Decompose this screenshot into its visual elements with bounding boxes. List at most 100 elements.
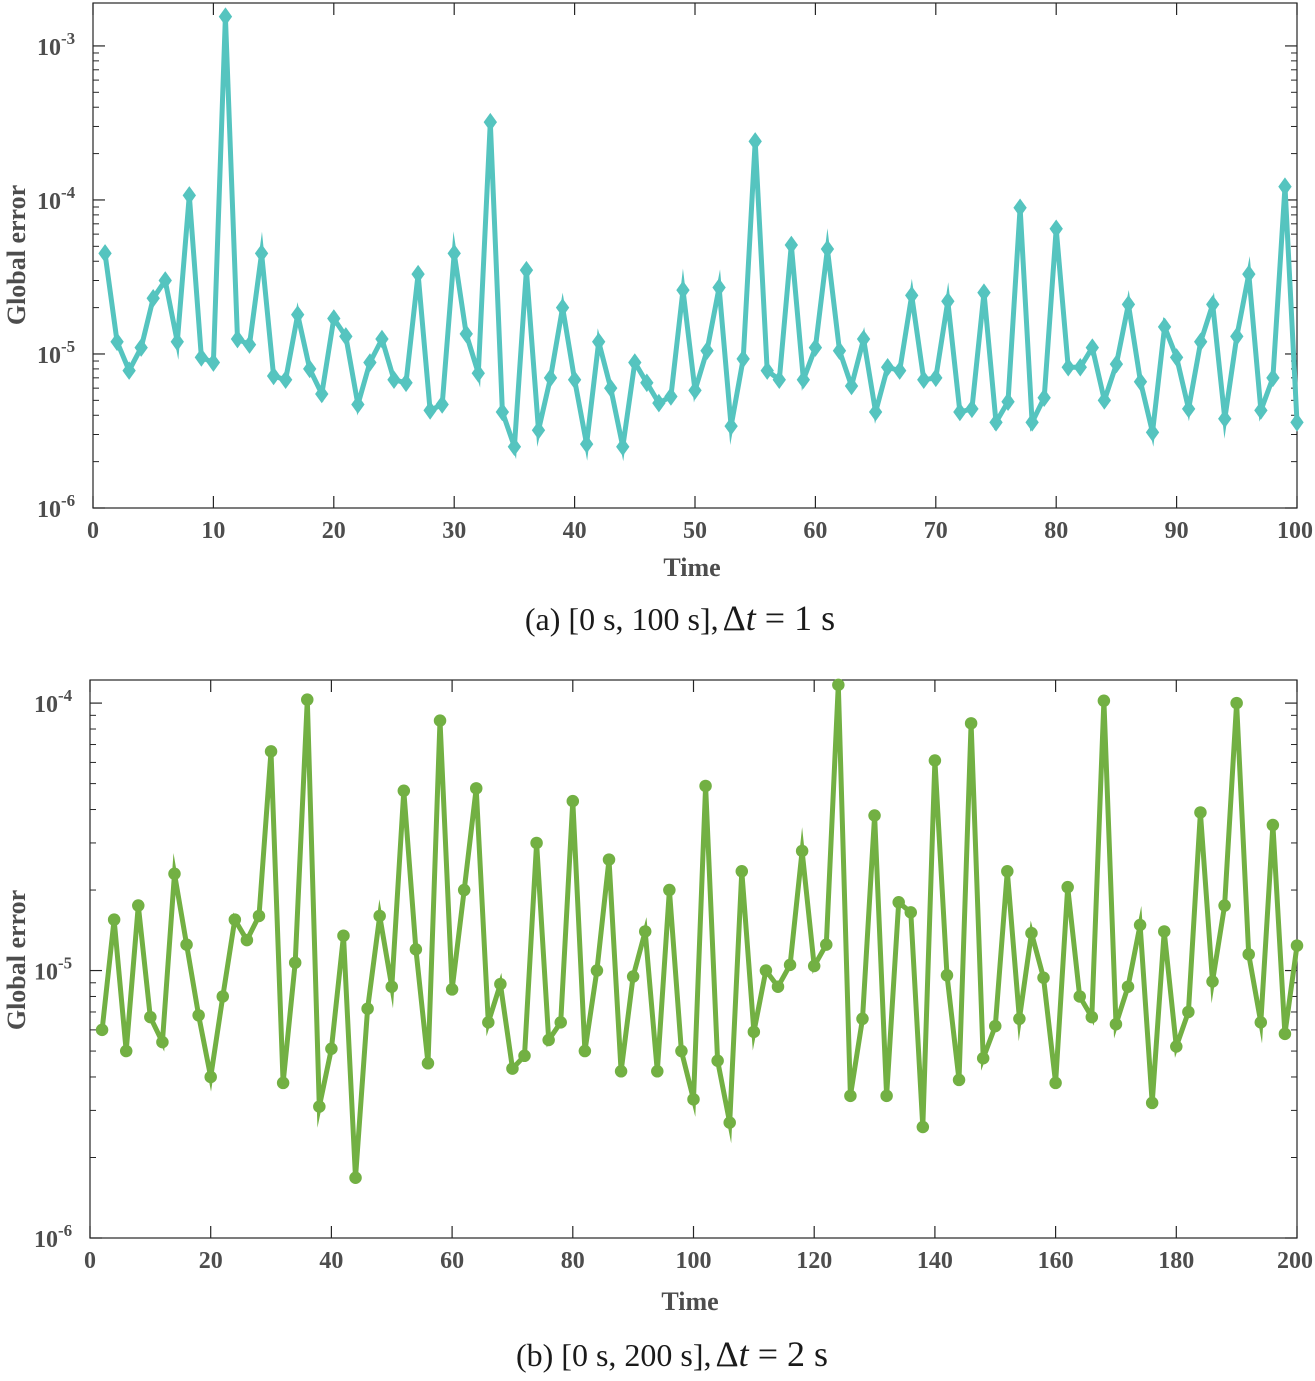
data-point: [578, 1044, 592, 1058]
data-point: [482, 1016, 495, 1029]
data-point: [204, 1070, 217, 1084]
data-point: [880, 1089, 893, 1103]
data-point: [1230, 696, 1243, 710]
data-point: [868, 809, 881, 822]
data-point: [905, 286, 919, 305]
data-point: [1085, 1010, 1099, 1024]
data-point: [1049, 219, 1063, 239]
data-point: [180, 938, 193, 951]
y-tick-base: 10: [37, 189, 61, 215]
data-point: [591, 332, 606, 352]
data-point: [724, 416, 738, 436]
data-point: [1037, 388, 1051, 408]
x-tick-label: 100: [676, 1248, 712, 1274]
data-point: [795, 844, 809, 858]
y-ticks-b: 10-610-510-4: [34, 686, 1297, 1253]
data-point: [531, 420, 546, 440]
data-point: [1218, 899, 1231, 912]
data-point: [194, 348, 209, 367]
data-point: [928, 754, 942, 767]
data-point: [1290, 939, 1304, 952]
data-point: [397, 784, 411, 798]
data-point: [688, 381, 702, 400]
data-point: [1157, 925, 1171, 938]
data-point: [784, 235, 799, 255]
caption-a-prefix: (a) [0 s, 100 s],: [525, 601, 719, 637]
data-point: [423, 401, 437, 420]
data-point: [1278, 177, 1292, 196]
series-line: [99, 684, 1300, 1178]
data-point: [760, 361, 774, 380]
data-point: [1193, 332, 1208, 352]
x-axis-label-b: Time: [661, 1287, 718, 1316]
y-tick-label: 10-5: [34, 954, 72, 986]
y-tick-exponent: -3: [61, 29, 75, 48]
data-point: [651, 1065, 664, 1078]
data-point: [555, 298, 570, 317]
data-point: [832, 678, 845, 692]
data-point: [1182, 1005, 1195, 1019]
data-point: [904, 906, 918, 919]
caption-a-rest: = 1 s: [756, 598, 835, 638]
data-point: [1073, 990, 1086, 1003]
data-point: [626, 970, 640, 983]
data-point: [351, 395, 365, 414]
data-point: [361, 1002, 374, 1015]
data-point: [856, 1012, 869, 1026]
data-point: [952, 1073, 966, 1087]
y-tick-label: 10-6: [37, 491, 75, 523]
y-ticks-a: 10-610-510-410-3: [37, 29, 1297, 523]
data-point: [1242, 264, 1256, 284]
data-point: [313, 1100, 326, 1113]
data-point: [119, 1044, 133, 1058]
data-point: [977, 283, 991, 302]
data-point: [783, 958, 797, 972]
x-tick-label: 50: [683, 518, 707, 544]
data-point: [747, 1025, 761, 1039]
data-point: [363, 353, 377, 372]
data-point: [976, 1051, 990, 1065]
x-ticks-a: 0 10 20 30 40 50 60 70 80 90 100: [87, 3, 1313, 544]
y-tick-exponent: -4: [61, 183, 76, 202]
data-point: [278, 370, 293, 390]
data-point: [506, 1062, 519, 1075]
data-point: [723, 1116, 736, 1129]
data-point: [616, 437, 630, 456]
caption-a-t: t: [746, 598, 757, 638]
x-tick-label: 20: [322, 518, 346, 544]
data-point: [327, 309, 341, 328]
data-point: [652, 393, 666, 413]
y-tick-base: 10: [34, 1227, 58, 1253]
y-axis-label-b: Global error: [2, 890, 31, 1030]
data-point: [892, 361, 907, 380]
y-tick-label: 10-3: [37, 29, 75, 61]
caption-b-rest: = 2 s: [749, 1334, 828, 1374]
data-point: [1109, 1017, 1123, 1031]
data-point: [916, 1120, 930, 1134]
y-tick-base: 10: [37, 343, 61, 369]
data-point: [122, 361, 136, 380]
data-point: [1266, 818, 1280, 832]
x-ticks-b: 0 20 40 60 80 100 120 140 160 180 200: [84, 680, 1313, 1274]
data-point: [375, 329, 389, 349]
caption-b-delta: Δ: [716, 1334, 739, 1374]
data-point: [495, 402, 510, 422]
data-point: [1206, 295, 1220, 314]
data-point: [604, 378, 618, 398]
data-point: [325, 1042, 338, 1056]
data-point: [206, 353, 221, 372]
data-point: [530, 836, 543, 850]
data-point: [411, 264, 425, 284]
data-point: [301, 693, 314, 706]
data-point: [736, 349, 750, 369]
data-point: [856, 329, 871, 349]
x-tick-label: 60: [803, 518, 827, 544]
data-point: [1157, 317, 1172, 337]
x-tick-label: 60: [440, 1248, 464, 1274]
x-tick-label: 100: [1277, 518, 1313, 544]
data-point: [735, 865, 749, 878]
data-point: [566, 794, 580, 808]
y-tick-base: 10: [37, 35, 61, 61]
series-b: [95, 678, 1304, 1184]
data-point: [1278, 1027, 1292, 1041]
